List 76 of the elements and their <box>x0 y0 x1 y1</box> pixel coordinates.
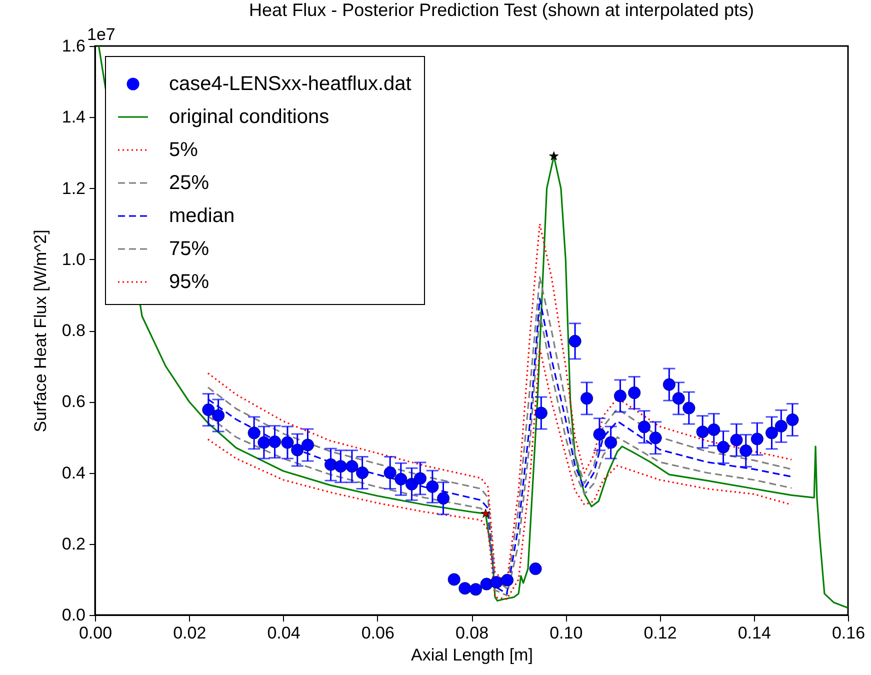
point <box>248 426 260 440</box>
point <box>458 582 472 595</box>
point <box>708 423 720 436</box>
point <box>696 426 709 438</box>
y-tick-label: 0.0 <box>62 606 86 624</box>
x-tick-label: 0.08 <box>455 624 489 642</box>
y-tick-label: 1.6 <box>62 36 86 56</box>
point <box>786 414 799 426</box>
point <box>394 472 408 486</box>
point <box>414 472 426 485</box>
point <box>604 436 618 449</box>
chart-title: Heat Flux - Posterior Prediction Test (shown at interpolated pts) <box>249 0 754 20</box>
point <box>356 466 369 480</box>
x-tick-label: 0.12 <box>644 624 677 642</box>
point <box>469 583 482 596</box>
y-tick-label: 1.0 <box>62 250 86 269</box>
point <box>334 460 347 473</box>
point <box>740 444 752 457</box>
point <box>268 436 282 448</box>
y-tick-label: 0.4 <box>62 463 86 482</box>
point <box>480 508 490 518</box>
point <box>212 409 225 422</box>
point <box>593 428 606 441</box>
y-tick-label: 1.2 <box>62 178 86 198</box>
point <box>649 432 662 444</box>
point <box>580 392 594 405</box>
point <box>638 420 650 434</box>
point <box>436 492 450 505</box>
text: 1e7 <box>87 25 116 44</box>
point <box>500 574 514 586</box>
point <box>750 432 764 446</box>
legend-label: 25% <box>169 172 210 194</box>
legend-label: 95% <box>169 271 210 293</box>
point <box>448 573 460 586</box>
y-tick-label: 1.4 <box>62 108 86 127</box>
point <box>281 436 294 449</box>
y-tick-label: 0.6 <box>62 392 86 412</box>
point <box>346 460 358 473</box>
point <box>549 151 559 160</box>
point <box>405 478 418 490</box>
legend-label: original conditions <box>169 106 330 128</box>
point <box>717 440 730 454</box>
point <box>480 578 493 590</box>
x-tick-label: 0.04 <box>267 624 300 642</box>
x-tick-label: 0.02 <box>173 624 206 642</box>
legend-label: median <box>169 205 235 227</box>
point <box>291 444 304 456</box>
x-tick-label: 0.00 <box>78 624 112 642</box>
x-tick-label: 0.14 <box>738 624 771 642</box>
point <box>529 562 542 576</box>
point <box>774 420 788 432</box>
x-tick-label: 0.16 <box>832 624 866 642</box>
x-axis-title: Axial Length [m] <box>411 646 533 664</box>
y-axis-title: Surface Heat Flux [W/m^2] <box>30 230 50 432</box>
point <box>730 434 743 446</box>
point <box>202 404 215 416</box>
point <box>301 438 314 452</box>
point <box>682 402 696 414</box>
point <box>614 390 626 402</box>
y-tick-label: 0.2 <box>62 534 86 554</box>
point <box>628 386 641 399</box>
point <box>672 392 685 405</box>
legend-label: case4-LENSxx-heatflux.dat <box>169 73 412 95</box>
point <box>662 378 676 391</box>
point <box>765 426 778 440</box>
point <box>258 436 270 449</box>
x-tick-label: 0.06 <box>361 624 394 642</box>
y-tick-label: 0.8 <box>62 321 86 340</box>
point <box>490 576 503 589</box>
legend-label: 75% <box>169 238 210 260</box>
x-tick-label: 0.10 <box>550 624 583 642</box>
legend-label: 5% <box>169 139 198 161</box>
point <box>534 406 548 420</box>
point <box>568 334 582 348</box>
point <box>426 480 439 493</box>
point <box>384 466 396 480</box>
